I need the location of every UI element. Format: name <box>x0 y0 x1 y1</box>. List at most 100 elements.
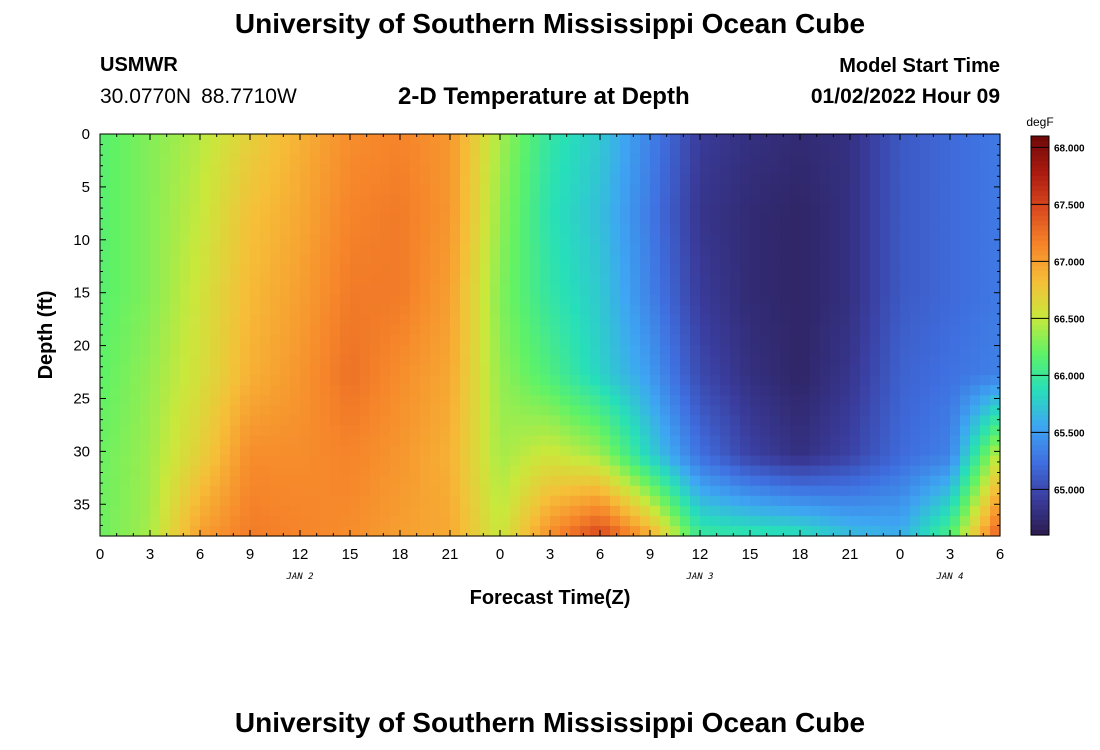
heatmap-cell <box>850 264 861 276</box>
heatmap-cell <box>580 144 591 155</box>
heatmap-cell <box>280 505 291 517</box>
heatmap-cell <box>520 154 531 165</box>
heatmap-cell <box>910 465 921 477</box>
heatmap-cell <box>740 345 751 356</box>
heatmap-cell <box>590 415 601 427</box>
footer-title: University of Southern Mississippi Ocean… <box>234 707 866 738</box>
heatmap-cell <box>370 345 381 356</box>
heatmap-cell <box>630 224 641 236</box>
heatmap-cell <box>560 154 571 165</box>
heatmap-cell <box>660 194 671 205</box>
heatmap-cell <box>400 184 411 195</box>
heatmap-cell <box>350 515 361 527</box>
heatmap-cell <box>940 355 951 366</box>
heatmap-cell <box>580 485 591 497</box>
heatmap-cell <box>290 204 301 215</box>
heatmap-cell <box>790 184 801 195</box>
heatmap-cell <box>740 314 751 326</box>
heatmap-cell <box>890 274 901 286</box>
heatmap-cell <box>550 475 561 487</box>
heatmap-cell <box>850 234 861 246</box>
heatmap-cell <box>250 244 261 256</box>
heatmap-cell <box>650 144 661 155</box>
heatmap-cell <box>830 365 841 376</box>
heatmap-cell <box>230 515 241 527</box>
heatmap-cell <box>900 385 911 396</box>
heatmap-cell <box>310 505 321 517</box>
heatmap-cell <box>980 435 991 447</box>
heatmap-cell <box>180 204 191 215</box>
heatmap-cell <box>870 495 881 507</box>
heatmap-cell <box>610 475 621 487</box>
heatmap-cell <box>540 495 551 507</box>
heatmap-cell <box>380 375 391 386</box>
heatmap-cell <box>310 174 321 185</box>
heatmap-cell <box>870 184 881 195</box>
heatmap-cell <box>880 335 891 346</box>
heatmap-cell <box>410 184 421 195</box>
heatmap-cell <box>310 415 321 427</box>
heatmap-cell <box>610 224 621 236</box>
heatmap-cell <box>730 264 741 276</box>
heatmap-cell <box>450 525 461 537</box>
heatmap-cell <box>730 144 741 155</box>
heatmap-cell <box>770 244 781 256</box>
heatmap-cell <box>120 425 131 437</box>
heatmap-cell <box>300 335 311 346</box>
heatmap-cell <box>660 515 671 527</box>
heatmap-cell <box>970 415 981 427</box>
heatmap-cell <box>360 405 371 416</box>
heatmap-cell <box>240 375 251 386</box>
heatmap-cell <box>910 365 921 376</box>
heatmap-cell <box>790 254 801 266</box>
heatmap-cell <box>920 475 931 487</box>
heatmap-cell <box>560 304 571 316</box>
heatmap-cell <box>840 284 851 296</box>
heatmap-cell <box>250 475 261 487</box>
heatmap-cell <box>760 144 771 155</box>
heatmap-cell <box>420 324 431 336</box>
heatmap-cell <box>300 505 311 517</box>
heatmap-cell <box>710 355 721 366</box>
heatmap-cell <box>550 234 561 246</box>
heatmap-cell <box>530 194 541 205</box>
heatmap-cell <box>410 465 421 477</box>
heatmap-cell <box>770 164 781 175</box>
heatmap-cell <box>620 144 631 155</box>
heatmap-cell <box>930 274 941 286</box>
heatmap-cell <box>720 144 731 155</box>
heatmap-cell <box>720 264 731 276</box>
heatmap-cell <box>760 525 771 537</box>
heatmap-cell <box>930 425 941 437</box>
heatmap-cell <box>320 214 331 226</box>
heatmap-cell <box>400 304 411 316</box>
heatmap-cell <box>140 475 151 487</box>
heatmap-cell <box>490 455 501 467</box>
heatmap-cell <box>160 385 171 396</box>
heatmap-cell <box>400 345 411 356</box>
heatmap-cell <box>650 274 661 286</box>
heatmap-cell <box>700 365 711 376</box>
heatmap-cell <box>460 425 471 437</box>
heatmap-cell <box>460 415 471 427</box>
heatmap-cell <box>420 465 431 477</box>
heatmap-cell <box>510 445 521 457</box>
heatmap-cell <box>740 525 751 537</box>
heatmap-cell <box>140 365 151 376</box>
heatmap-cell <box>990 335 1001 346</box>
heatmap-cell <box>840 254 851 266</box>
heatmap-cell <box>810 244 821 256</box>
heatmap-cell <box>990 314 1001 326</box>
heatmap-cell <box>100 335 111 346</box>
heatmap-cell <box>180 435 191 447</box>
heatmap-cell <box>990 284 1001 296</box>
heatmap-cell <box>870 375 881 386</box>
heatmap-cell <box>160 365 171 376</box>
heatmap-cell <box>700 264 711 276</box>
heatmap-cell <box>700 274 711 286</box>
heatmap-cell <box>230 445 241 457</box>
heatmap-cell <box>830 284 841 296</box>
heatmap-cell <box>150 144 161 155</box>
heatmap-cell <box>370 525 381 537</box>
heatmap-cell <box>510 505 521 517</box>
